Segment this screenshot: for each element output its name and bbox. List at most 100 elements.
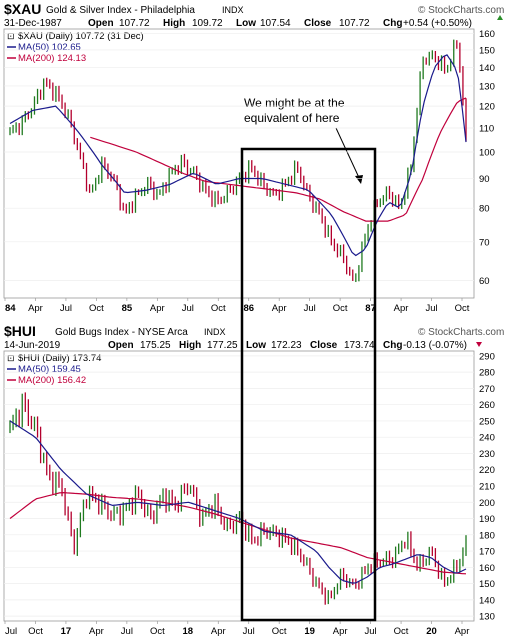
xau-y-tick-label: 60 (479, 276, 490, 287)
xau-y-tick-label: 120 (479, 102, 495, 113)
xau-watermark: © StockCharts.com (418, 5, 504, 16)
down-arrow-icon (476, 342, 482, 347)
xau-y-tick-label: 110 (479, 124, 494, 135)
annotation-line-2: equivalent of here (244, 111, 340, 125)
xau-x-axis: 84 Apr Jul Oct 85 Apr Jul Oct 86 Apr Jul Oct 87 Apr Ju… (4, 298, 470, 314)
xau-x-tick-label: Oct (89, 303, 104, 314)
hui-close-label: Close (310, 340, 338, 351)
xau-x-tick-label: 87 (365, 303, 376, 314)
xau-y-tick-label: 140 (479, 63, 495, 74)
xau-x-tick-label: Jul (60, 303, 72, 314)
hui-x-tick-label: Oct (28, 626, 43, 637)
hui-y-tick-label: 220 (479, 465, 495, 476)
xau-plot-frame (3, 28, 475, 299)
hui-gridlines (4, 355, 474, 617)
hui-low-label: Low (246, 340, 266, 351)
hui-x-tick-label: 20 (426, 626, 437, 637)
xau-open-label: Open (88, 18, 114, 29)
hui-open-value: 175.25 (140, 340, 171, 351)
xau-y-tick-label: 130 (479, 81, 495, 92)
hui-x-tick-label: 17 (61, 626, 72, 637)
xau-low-value: 107.54 (260, 18, 291, 29)
xau-exchange: INDX (222, 5, 244, 15)
hui-y-tick-label: 140 (479, 595, 495, 606)
hui-y-tick-label: 170 (479, 547, 495, 558)
hui-x-tick-label: Apr (211, 626, 226, 637)
hui-x-tick-label: Oct (394, 626, 409, 637)
xau-x-tick-label: 84 (5, 303, 16, 314)
hui-y-tick-label: 280 (479, 368, 495, 379)
hui-symbol: $HUI (4, 323, 36, 339)
annotation-arrow-icon (355, 175, 363, 184)
xau-gridlines (4, 33, 474, 281)
hui-close-value: 173.74 (344, 340, 375, 351)
hui-y-tick-label: 240 (479, 433, 495, 444)
xau-y-axis: 60 70 80 90 100 110 120 130 140 150 160 (479, 29, 495, 287)
hui-legend-item: ⊡ (7, 353, 15, 363)
hui-y-tick-label: 130 (479, 612, 495, 623)
hui-y-tick-label: 190 (479, 514, 495, 525)
hui-date: 14-Jun-2019 (4, 340, 61, 351)
hui-low-value: 172.23 (271, 340, 302, 351)
xau-legend-ma50: MA(50) 102.65 (18, 42, 81, 53)
hui-y-tick-label: 270 (479, 384, 495, 395)
hui-high-label: High (179, 340, 201, 351)
hui-exchange: INDX (204, 327, 226, 337)
hui-y-tick-label: 160 (479, 563, 495, 574)
xau-chg-label: Chg (383, 18, 402, 29)
hui-x-tick-label: Jul (243, 626, 255, 637)
hui-legend-ma200: MA(200) 156.42 (18, 375, 86, 386)
xau-y-tick-label: 70 (479, 237, 490, 248)
hui-header: $HUI Gold Bugs Index - NYSE Arca INDX © … (4, 323, 504, 351)
hui-chg-value: -0.13 (-0.07%) (403, 340, 467, 351)
hui-y-tick-label: 290 (479, 351, 495, 362)
xau-high-label: High (163, 18, 185, 29)
xau-open-value: 107.72 (119, 18, 150, 29)
hui-legend-ma50: MA(50) 159.45 (18, 364, 81, 375)
xau-legend: ⊡ $XAU (Daily) 107.72 (31 Dec) MA(50) 10… (7, 31, 144, 64)
xau-name: Gold & Silver Index - Philadelphia (46, 5, 195, 16)
hui-y-tick-label: 260 (479, 400, 495, 411)
hui-x-tick-label: Apr (89, 626, 104, 637)
xau-chg-value: +0.54 (+0.50%) (403, 18, 472, 29)
hui-x-tick-label: Apr (333, 626, 348, 637)
xau-x-tick-label: Apr (272, 303, 287, 314)
hui-y-tick-label: 180 (479, 530, 495, 541)
xau-x-tick-label: Apr (28, 303, 43, 314)
xau-close-value: 107.72 (339, 18, 370, 29)
xau-x-tick-label: Apr (394, 303, 409, 314)
xau-high-value: 109.72 (192, 18, 223, 29)
xau-legend-ma200: MA(200) 124.13 (18, 53, 86, 64)
annotation-line-1: We might be at the (244, 96, 345, 110)
xau-ma50-line (9, 54, 467, 257)
xau-legend-item: ⊡ (7, 31, 15, 41)
hui-x-tick-label: Oct (150, 626, 165, 637)
xau-y-tick-label: 150 (479, 45, 495, 56)
xau-close-label: Close (304, 18, 332, 29)
xau-y-tick-label: 100 (479, 148, 495, 159)
hui-open-label: Open (108, 340, 134, 351)
hui-moving-averages (9, 420, 467, 584)
hui-x-axis: Jul Oct 17 Apr Jul Oct 18 Apr Jul Oct 19 Apr Jul Oct 2… (4, 621, 470, 637)
up-arrow-icon (497, 15, 503, 20)
xau-annotation: We might be at the equivalent of here (244, 96, 363, 184)
hui-x-tick-label: Jul (5, 626, 17, 637)
xau-x-tick-label: Oct (455, 303, 470, 314)
xau-header: $XAU Gold & Silver Index - Philadelphia … (4, 1, 504, 29)
hui-y-axis: 130 140 150 160 170 180 190 200 210 220 230 240 250 2… (479, 351, 495, 622)
xau-x-tick-label: 85 (122, 303, 133, 314)
hui-chg-label: Chg (383, 340, 402, 351)
xau-ma200-line (90, 97, 467, 222)
xau-x-tick-label: Jul (182, 303, 194, 314)
xau-date: 31-Dec-1987 (4, 18, 62, 29)
comparison-highlight-box (240, 147, 377, 622)
hui-legend: ⊡ $HUI (Daily) 173.74 MA(50) 159.45 MA(2… (7, 353, 101, 386)
hui-x-tick-label: 19 (304, 626, 315, 637)
hui-high-value: 177.25 (207, 340, 238, 351)
xau-x-tick-label: Oct (211, 303, 226, 314)
hui-x-tick-label: Apr (455, 626, 470, 637)
hui-legend-price: $HUI (Daily) 173.74 (18, 353, 101, 364)
hui-y-tick-label: 230 (479, 449, 495, 460)
xau-x-tick-label: Jul (304, 303, 316, 314)
